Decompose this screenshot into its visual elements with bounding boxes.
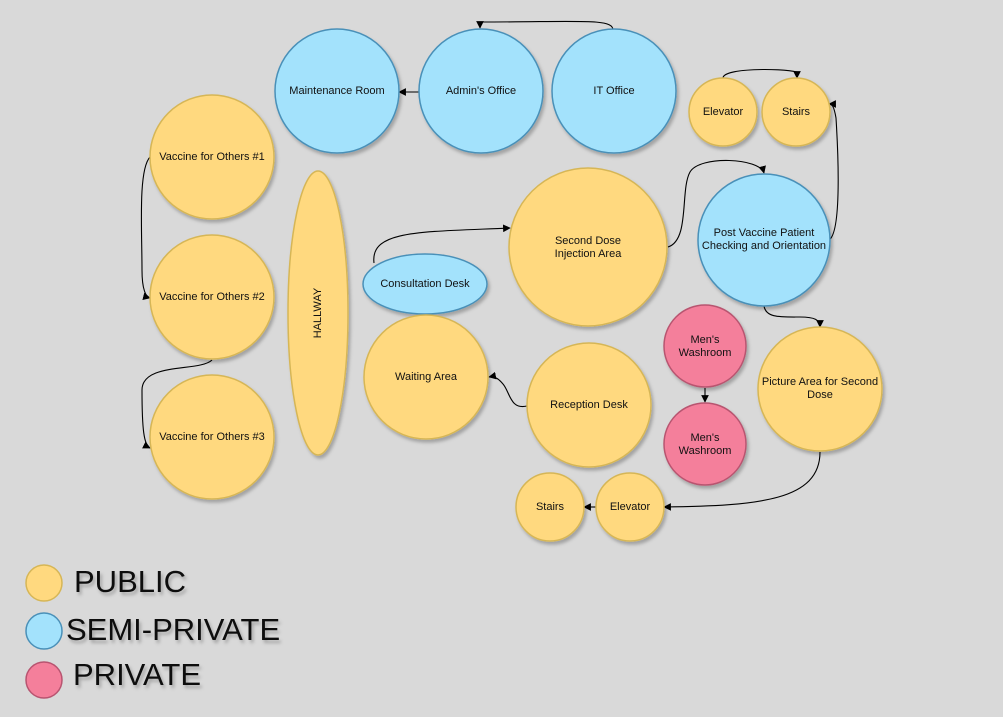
- legend: PUBLIC SEMI-PRIVATE PRIVATE: [25, 564, 280, 699]
- node-elevator-bottom[interactable]: Elevator: [595, 472, 665, 542]
- legend-label-semi-private: SEMI-PRIVATE: [66, 612, 280, 647]
- node-vaccine-others-3[interactable]: Vaccine for Others #3: [149, 374, 275, 500]
- legend-item-private: PRIVATE: [25, 657, 201, 699]
- elevator-bottom-label: Elevator: [610, 501, 651, 513]
- legend-item-semi-private: SEMI-PRIVATE: [25, 612, 280, 650]
- legend-label-private: PRIVATE: [73, 657, 201, 692]
- stairs-top-label: Stairs: [782, 106, 811, 118]
- mens-washroom-2-label-line2: Washroom: [679, 445, 732, 457]
- node-stairs-top[interactable]: Stairs: [761, 77, 831, 147]
- vaccine-others-2-label: Vaccine for Others #2: [159, 291, 265, 303]
- edge-consult-to-seconddose: [373, 224, 511, 264]
- edge-it-to-admin: [476, 20, 614, 31]
- node-mens-washroom-2[interactable]: Men's Washroom: [663, 402, 747, 486]
- node-vaccine-others-1[interactable]: Vaccine for Others #1: [149, 94, 275, 220]
- edge-picture-to-elevator: [663, 451, 821, 511]
- node-post-vaccine-checking[interactable]: Post Vaccine Patient Checking and Orient…: [697, 173, 831, 307]
- maintenance-room-label: Maintenance Room: [289, 85, 384, 97]
- connections: [140, 20, 839, 511]
- hallway-label: HALLWAY: [312, 287, 324, 338]
- edge-reception-to-waiting: [488, 371, 528, 408]
- legend-item-public: PUBLIC: [25, 564, 186, 602]
- mens-washroom-2-label-line1: Men's: [691, 432, 720, 444]
- legend-swatch-private: [25, 661, 63, 699]
- vaccine-others-1-label: Vaccine for Others #1: [159, 151, 265, 163]
- node-maintenance-room[interactable]: Maintenance Room: [274, 28, 400, 154]
- node-reception-desk[interactable]: Reception Desk: [526, 342, 652, 468]
- vaccine-others-3-label: Vaccine for Others #3: [159, 431, 265, 443]
- edge-vaccine2-to-vaccine3: [141, 359, 213, 449]
- mens-washroom-1-label-line2: Washroom: [679, 347, 732, 359]
- picture-area-label-line2: Dose: [807, 389, 833, 401]
- node-mens-washroom-1[interactable]: Men's Washroom: [663, 304, 747, 388]
- node-it-office[interactable]: IT Office: [551, 28, 677, 154]
- legend-swatch-public: [25, 564, 63, 602]
- node-stairs-bottom[interactable]: Stairs: [515, 472, 585, 542]
- edge-post-to-picture: [763, 305, 824, 328]
- elevator-top-label: Elevator: [703, 106, 744, 118]
- node-admins-office[interactable]: Admin's Office: [418, 28, 544, 154]
- second-dose-label-line2: Injection Area: [555, 248, 623, 260]
- node-second-dose-injection[interactable]: Second Dose Injection Area: [508, 167, 668, 327]
- stairs-bottom-label: Stairs: [536, 501, 565, 513]
- post-vaccine-label-line1: Post Vaccine Patient: [714, 227, 815, 239]
- node-vaccine-others-2[interactable]: Vaccine for Others #2: [149, 234, 275, 360]
- node-elevator-top[interactable]: Elevator: [688, 77, 758, 147]
- node-consultation-desk[interactable]: Consultation Desk: [362, 253, 488, 315]
- node-picture-area-second-dose[interactable]: Picture Area for Second Dose: [757, 326, 883, 452]
- it-office-label: IT Office: [593, 85, 634, 97]
- node-hallway[interactable]: HALLWAY: [287, 170, 349, 456]
- admins-office-label: Admin's Office: [446, 85, 516, 97]
- edge-vaccine1-to-vaccine2: [140, 156, 151, 301]
- legend-label-public: PUBLIC: [74, 564, 186, 599]
- legend-swatch-semi-private: [25, 612, 63, 650]
- waiting-area-label: Waiting Area: [395, 371, 458, 383]
- consultation-desk-label: Consultation Desk: [380, 278, 470, 290]
- node-waiting-area[interactable]: Waiting Area: [363, 314, 489, 440]
- picture-area-label-line1: Picture Area for Second: [762, 376, 878, 388]
- post-vaccine-label-line2: Checking and Orientation: [702, 240, 826, 252]
- second-dose-label-line1: Second Dose: [555, 235, 621, 247]
- mens-washroom-1-label-line1: Men's: [691, 334, 720, 346]
- edge-post-to-stairs: [828, 100, 839, 241]
- edge-seconddose-to-post: [667, 159, 766, 248]
- edge-elevator-to-stairs: [722, 68, 801, 79]
- reception-desk-label: Reception Desk: [550, 399, 628, 411]
